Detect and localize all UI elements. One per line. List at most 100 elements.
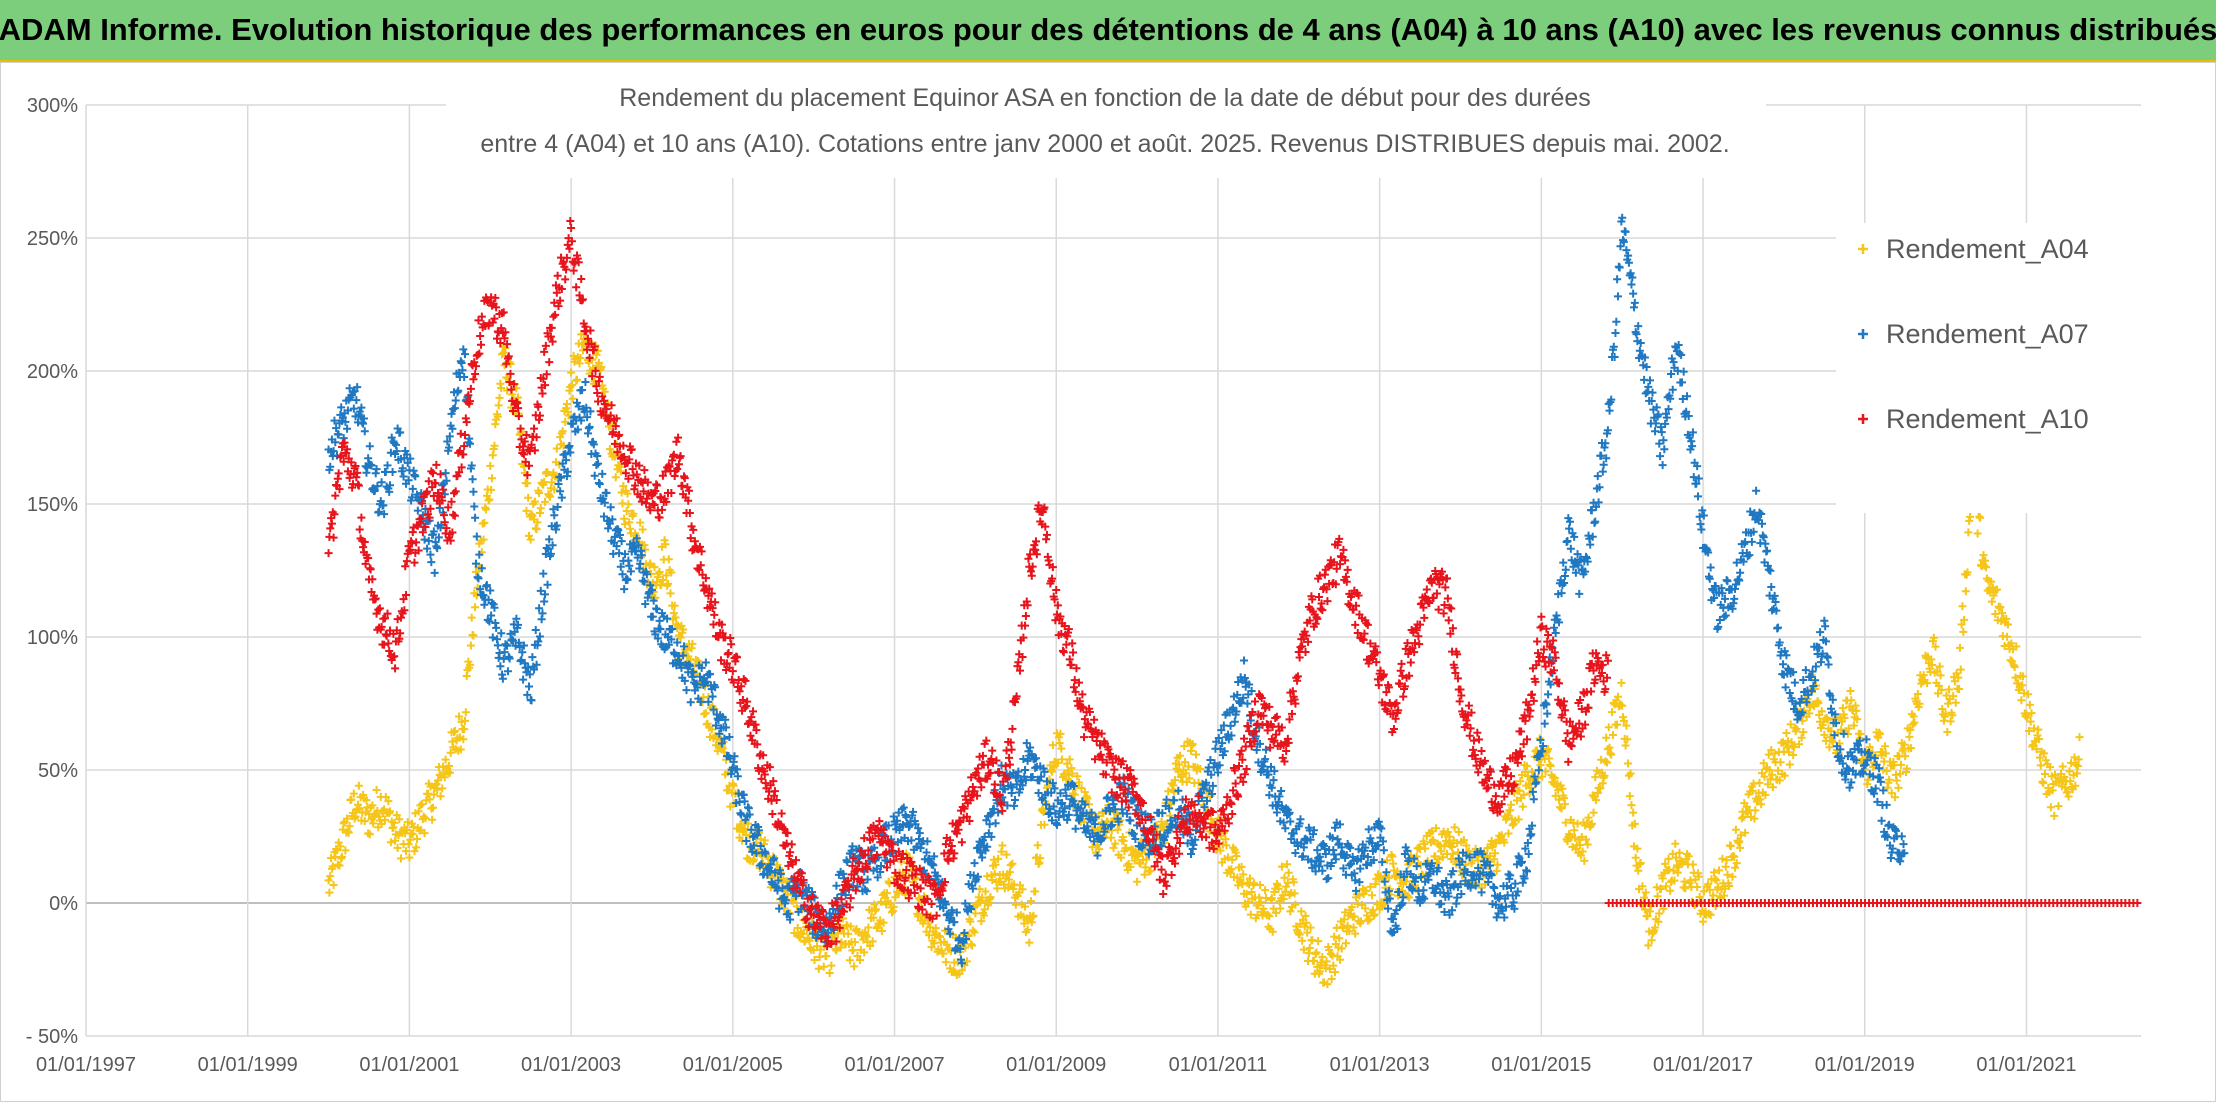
data-point bbox=[1715, 616, 1724, 625]
data-point bbox=[350, 387, 359, 396]
data-point bbox=[1681, 884, 1690, 893]
data-point bbox=[503, 641, 512, 650]
data-point bbox=[554, 479, 563, 488]
data-point bbox=[375, 604, 384, 613]
data-point bbox=[347, 458, 356, 467]
data-point bbox=[680, 474, 689, 483]
data-point bbox=[391, 664, 400, 673]
data-point bbox=[1264, 770, 1273, 779]
data-point bbox=[1340, 915, 1349, 924]
data-point bbox=[986, 768, 995, 777]
data-point bbox=[1090, 715, 1099, 724]
data-point bbox=[1111, 805, 1120, 814]
data-point bbox=[610, 439, 619, 448]
data-point bbox=[1523, 839, 1532, 848]
data-point bbox=[1577, 833, 1586, 842]
data-point bbox=[2003, 620, 2012, 629]
data-point bbox=[1256, 880, 1265, 889]
data-point bbox=[1206, 756, 1215, 765]
data-point bbox=[1084, 720, 1093, 729]
data-point bbox=[1864, 775, 1873, 784]
data-point bbox=[1634, 322, 1643, 331]
data-point bbox=[458, 366, 467, 375]
data-point bbox=[701, 709, 710, 718]
data-point bbox=[872, 851, 881, 860]
data-point bbox=[759, 751, 768, 760]
data-point bbox=[1630, 819, 1639, 828]
data-point bbox=[471, 559, 480, 568]
data-point bbox=[1692, 479, 1701, 488]
data-point bbox=[1232, 852, 1241, 861]
data-point bbox=[1443, 828, 1452, 837]
data-point bbox=[1644, 941, 1653, 950]
data-point bbox=[1544, 744, 1553, 753]
data-point bbox=[1706, 563, 1715, 572]
data-point bbox=[544, 544, 553, 553]
data-point bbox=[360, 427, 369, 436]
data-point bbox=[1735, 576, 1744, 585]
data-point bbox=[1524, 849, 1533, 858]
data-point bbox=[702, 677, 711, 686]
data-point bbox=[987, 832, 996, 841]
data-point bbox=[778, 884, 787, 893]
data-point bbox=[1114, 755, 1123, 764]
data-point bbox=[1158, 809, 1167, 818]
data-point bbox=[1601, 757, 1610, 766]
data-point bbox=[803, 894, 812, 903]
data-point bbox=[1448, 906, 1457, 915]
data-point bbox=[1996, 603, 2005, 612]
data-point bbox=[1048, 574, 1057, 583]
data-point bbox=[609, 428, 618, 437]
data-point bbox=[1291, 900, 1300, 909]
data-point bbox=[505, 654, 514, 663]
data-point bbox=[730, 752, 739, 761]
data-point bbox=[2026, 717, 2035, 726]
data-point bbox=[2036, 761, 2045, 770]
data-point bbox=[551, 310, 560, 319]
data-point bbox=[932, 911, 941, 920]
data-point bbox=[928, 914, 937, 923]
data-point bbox=[1530, 772, 1539, 781]
data-point bbox=[1393, 924, 1402, 933]
data-point bbox=[546, 492, 555, 501]
data-point bbox=[1500, 838, 1509, 847]
data-point bbox=[1110, 765, 1119, 774]
data-point bbox=[411, 472, 420, 481]
data-point bbox=[448, 424, 457, 433]
data-point bbox=[670, 650, 679, 659]
data-point bbox=[595, 480, 604, 489]
data-point bbox=[1698, 506, 1707, 515]
data-point bbox=[877, 927, 886, 936]
data-point bbox=[502, 359, 511, 368]
data-point bbox=[1613, 292, 1622, 301]
data-point bbox=[1532, 778, 1541, 787]
data-point bbox=[492, 303, 501, 312]
data-point bbox=[1366, 882, 1375, 891]
data-point bbox=[874, 831, 883, 840]
data-point bbox=[1891, 793, 1900, 802]
data-point bbox=[516, 424, 525, 433]
data-point bbox=[1267, 894, 1276, 903]
data-point bbox=[1955, 684, 1964, 693]
data-point bbox=[1817, 707, 1826, 716]
data-point bbox=[749, 855, 758, 864]
data-point bbox=[1949, 692, 1958, 701]
data-point bbox=[2054, 802, 2063, 811]
data-point bbox=[617, 537, 626, 546]
data-point bbox=[961, 943, 970, 952]
data-point bbox=[978, 751, 987, 760]
data-point bbox=[424, 477, 433, 486]
data-point bbox=[1411, 874, 1420, 883]
data-point bbox=[1370, 910, 1379, 919]
data-point bbox=[412, 490, 421, 499]
data-point bbox=[1785, 760, 1794, 769]
data-point bbox=[1809, 681, 1818, 690]
data-point bbox=[1335, 934, 1344, 943]
data-point bbox=[392, 811, 401, 820]
data-point bbox=[1764, 565, 1773, 574]
data-point bbox=[534, 637, 543, 646]
data-point bbox=[1683, 392, 1692, 401]
data-point bbox=[664, 555, 673, 564]
data-point bbox=[1652, 403, 1661, 412]
data-point bbox=[594, 459, 603, 468]
